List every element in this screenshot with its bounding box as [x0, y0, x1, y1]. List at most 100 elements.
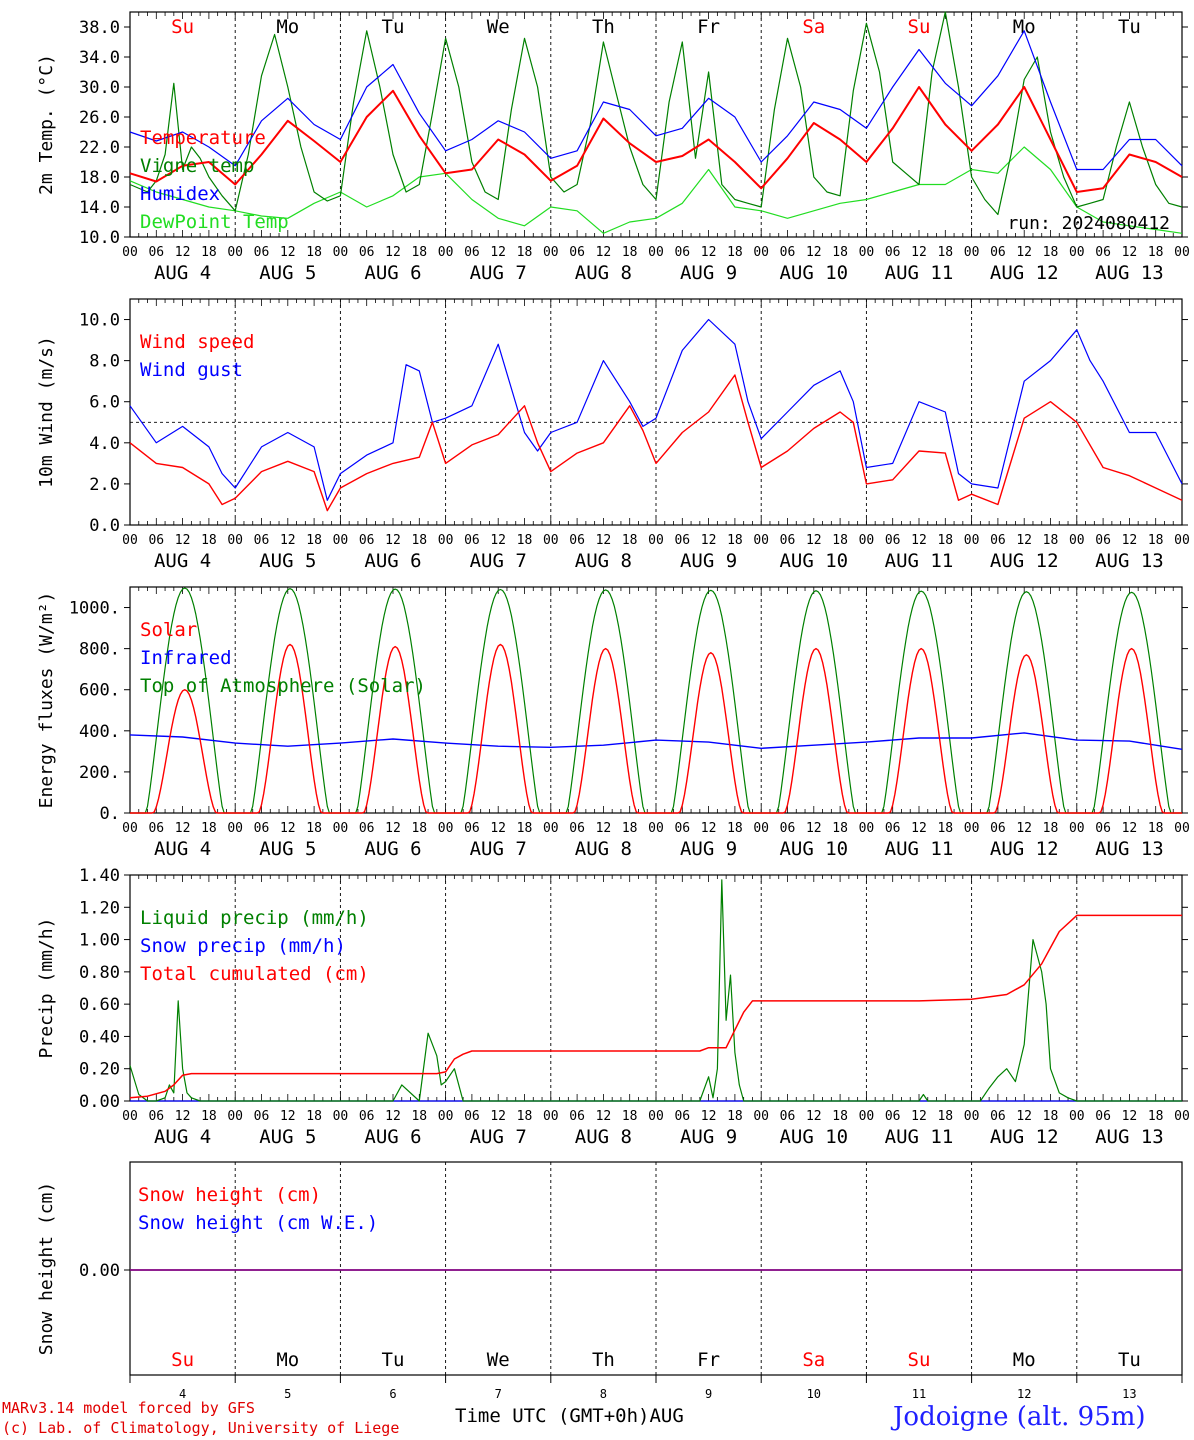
hour-tick-label: 00 [122, 821, 138, 836]
hour-tick-label: 06 [359, 1109, 375, 1124]
hour-tick-label: 00 [333, 533, 349, 548]
hour-tick-label: 18 [622, 533, 638, 548]
weekday-label: Su [908, 1349, 931, 1371]
hour-tick-label: 06 [885, 533, 901, 548]
hour-tick-label: 18 [306, 821, 322, 836]
weekday-label: Fr [697, 1349, 720, 1371]
hour-tick-label: 06 [885, 245, 901, 260]
hour-tick-label: 00 [1069, 533, 1085, 548]
date-label: AUG 6 [364, 1126, 421, 1148]
y-axis-label: 2m Temp. (°C) [36, 54, 57, 195]
series-line-liquid-precip [129, 879, 1182, 1102]
date-label: AUG 10 [779, 1126, 848, 1148]
hour-tick-label: 12 [175, 533, 191, 548]
date-label: AUG 11 [885, 262, 954, 284]
date-label: AUG 11 [885, 838, 954, 860]
hour-tick-label: 06 [674, 821, 690, 836]
hour-tick-label: 12 [596, 245, 612, 260]
weekday-label: Sa [802, 1349, 825, 1371]
legend-entry: Snow height (cm W.E.) [138, 1212, 378, 1234]
hour-tick-label: 00 [438, 821, 454, 836]
y-tick-label: 0.40 [79, 1027, 120, 1047]
date-label: AUG 13 [1095, 1126, 1164, 1148]
hour-tick-label: 12 [490, 821, 506, 836]
hour-tick-label: 06 [464, 821, 480, 836]
hour-tick-label: 06 [780, 1109, 796, 1124]
hour-tick-label: 06 [148, 1109, 164, 1124]
hour-tick-label: 18 [517, 533, 533, 548]
weekday-label: Tu [382, 16, 405, 38]
date-label: AUG 7 [470, 838, 527, 860]
date-label: AUG 4 [154, 262, 211, 284]
model-credit: MARv3.14 model forced by GFS [2, 1399, 255, 1417]
hour-tick-label: 00 [543, 821, 559, 836]
weekday-label: Tu [1118, 1349, 1141, 1371]
hour-tick-label: 06 [990, 821, 1006, 836]
day-number-label: 12 [1017, 1387, 1031, 1401]
weekday-label: Th [592, 1349, 615, 1371]
hour-tick-label: 00 [1174, 245, 1190, 260]
weekday-label: Mo [1013, 16, 1036, 38]
weekday-label: Sa [802, 16, 825, 38]
series-line-wind-gust [129, 318, 1183, 501]
date-label: AUG 12 [990, 262, 1059, 284]
hour-tick-label: 12 [806, 245, 822, 260]
hour-tick-label: 00 [1069, 245, 1085, 260]
hour-tick-label: 18 [727, 533, 743, 548]
hour-tick-label: 12 [1016, 1109, 1032, 1124]
hour-tick-label: 12 [175, 1109, 191, 1124]
weekday-label: Su [171, 1349, 194, 1371]
hour-tick-label: 12 [701, 821, 717, 836]
legend-entry: DewPoint Temp [140, 211, 289, 233]
legend-entry: Wind gust [140, 359, 243, 381]
hour-tick-label: 00 [753, 1109, 769, 1124]
hour-tick-label: 12 [280, 533, 296, 548]
hour-tick-label: 06 [569, 245, 585, 260]
hour-tick-label: 18 [937, 1109, 953, 1124]
day-number-label: 9 [705, 1387, 712, 1401]
hour-tick-label: 00 [543, 1109, 559, 1124]
date-label: AUG 4 [154, 550, 211, 572]
hour-tick-label: 06 [464, 245, 480, 260]
hour-tick-label: 06 [674, 1109, 690, 1124]
hour-tick-label: 06 [780, 821, 796, 836]
hour-tick-label: 18 [1043, 533, 1059, 548]
hour-tick-label: 00 [648, 821, 664, 836]
hour-tick-label: 00 [859, 245, 875, 260]
hour-tick-label: 06 [148, 821, 164, 836]
date-label: AUG 9 [680, 1126, 737, 1148]
y-tick-label: 4.0 [89, 434, 120, 454]
hour-tick-label: 00 [964, 1109, 980, 1124]
hour-tick-label: 00 [543, 245, 559, 260]
hour-tick-label: 12 [385, 821, 401, 836]
date-label: AUG 5 [259, 838, 316, 860]
y-tick-label: 30.0 [79, 78, 120, 98]
hour-tick-label: 12 [1016, 821, 1032, 836]
hour-tick-label: 12 [911, 1109, 927, 1124]
date-label: AUG 9 [680, 262, 737, 284]
hour-tick-label: 18 [622, 821, 638, 836]
y-tick-label: 600. [79, 681, 120, 701]
lab-credit: (c) Lab. of Climatology, University of L… [2, 1419, 400, 1437]
hour-tick-label: 12 [806, 533, 822, 548]
y-tick-label: 2.0 [89, 475, 120, 495]
hour-tick-label: 06 [990, 1109, 1006, 1124]
legend-entry: Humidex [140, 183, 220, 205]
hour-tick-label: 18 [201, 821, 217, 836]
date-label: AUG 8 [575, 838, 632, 860]
hour-tick-label: 18 [832, 245, 848, 260]
hour-tick-label: 12 [280, 1109, 296, 1124]
hour-tick-label: 00 [753, 533, 769, 548]
y-tick-label: 200. [79, 763, 120, 783]
hour-tick-label: 18 [411, 821, 427, 836]
day-number-label: 13 [1122, 1387, 1136, 1401]
hour-tick-label: 06 [569, 533, 585, 548]
hour-tick-label: 12 [1016, 533, 1032, 548]
hour-tick-label: 12 [490, 533, 506, 548]
hour-tick-label: 06 [1095, 533, 1111, 548]
hour-tick-label: 06 [464, 533, 480, 548]
date-label: AUG 13 [1095, 262, 1164, 284]
date-label: AUG 4 [154, 838, 211, 860]
date-label: AUG 13 [1095, 550, 1164, 572]
panel-frame [129, 11, 1183, 238]
